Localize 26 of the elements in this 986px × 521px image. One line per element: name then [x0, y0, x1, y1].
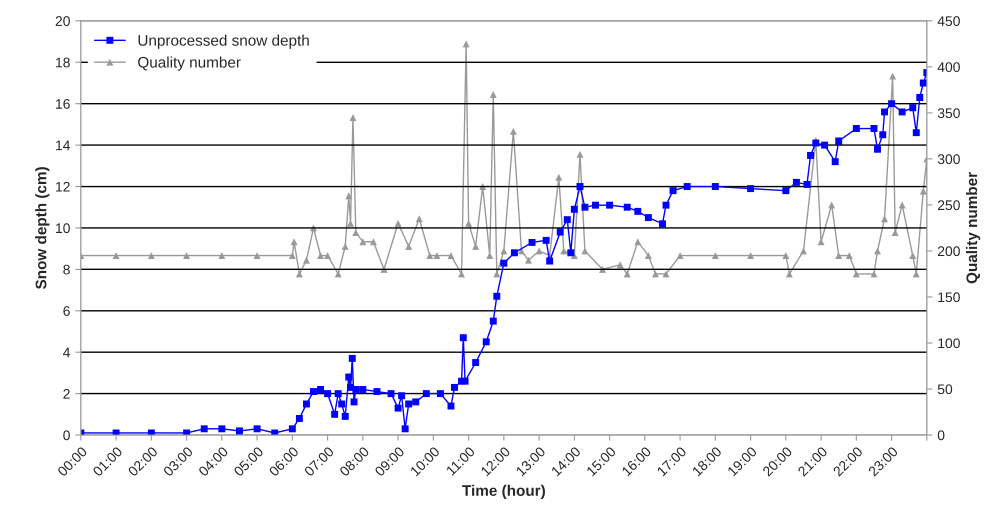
- legend-label: Quality number: [138, 56, 241, 71]
- y-tick-label: 6: [63, 306, 70, 316]
- y2-tick-label: 200: [938, 246, 960, 256]
- y2-tick-label: 50: [938, 384, 952, 394]
- y2-tick-label: 100: [938, 338, 960, 348]
- y2-tick-label: 0: [938, 430, 944, 440]
- y-tick-label: 4: [63, 348, 70, 358]
- legend-label: Unprocessed snow depth: [138, 34, 309, 49]
- x-axis-title: Time (hour): [462, 484, 545, 499]
- y-tick-label: 18: [56, 58, 70, 68]
- y-tick-label: 10: [56, 223, 70, 234]
- y2-tick-label: 150: [938, 292, 960, 302]
- y2-tick-label: 400: [938, 62, 960, 72]
- y2-tick-label: 350: [938, 108, 960, 118]
- y-tick-label: 14: [56, 140, 70, 150]
- y-tick-label: 8: [63, 264, 70, 275]
- y-tick-label: 12: [56, 182, 70, 192]
- y-tick-label: 20: [56, 16, 70, 26]
- y-tick-label: 0: [63, 430, 70, 440]
- y2-axis-title: Quality number: [966, 172, 980, 284]
- y2-tick-label: 450: [938, 16, 960, 26]
- y-axis-title: Snow depth (cm): [35, 167, 50, 290]
- y2-tick-label: 250: [938, 200, 960, 210]
- y-tick-label: 2: [63, 388, 70, 399]
- y2-tick-label: 300: [938, 154, 960, 164]
- y-tick-label: 16: [56, 99, 70, 109]
